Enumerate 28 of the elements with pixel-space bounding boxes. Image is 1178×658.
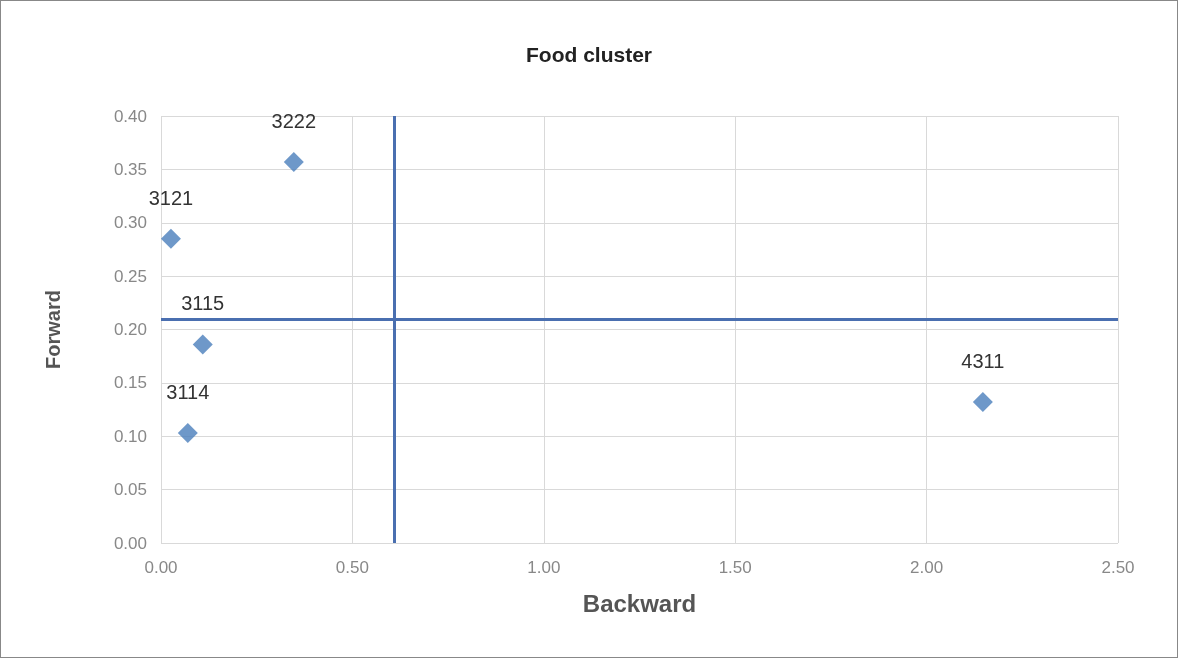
x-tick-label: 1.50 [718,558,752,577]
annotation: 3115 [181,292,225,315]
x-tick-label: 2.00 [910,558,944,577]
y-tick-label: 0.40 [113,106,147,126]
x-axis-title: Backward [582,589,697,617]
x-tick-label: 0.00 [144,558,178,577]
y-tick-label: 0.20 [113,320,147,339]
point [192,334,213,355]
y-tick-label: 0.15 [113,373,147,393]
point [160,228,181,249]
annotation: 3114 [166,381,210,404]
x-tick-label: 0.50 [335,558,369,577]
y-tick-label: 0.05 [113,480,147,500]
x-tick-label: 1.00 [527,558,561,577]
point [177,423,198,444]
point [283,151,304,172]
y-axis-title: Forward [42,290,64,369]
x-tick-label: 2.50 [1101,558,1135,577]
y-tick-label: 0.25 [113,266,147,286]
point [972,392,993,413]
y-tick-label: 0.00 [113,533,147,553]
annotation: 4311 [961,350,1005,373]
annotation: 3121 [148,186,194,209]
y-tick-label: 0.35 [113,159,147,179]
chart-title: Food cluster [525,43,653,66]
y-tick-label: 0.30 [113,213,147,233]
y-tick-label: 0.10 [113,426,147,446]
annotation: 3222 [271,109,317,132]
